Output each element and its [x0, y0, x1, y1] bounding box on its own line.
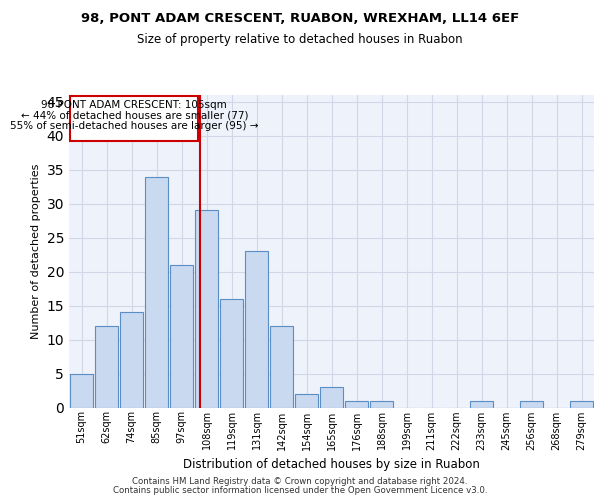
Bar [520, 400, 544, 407]
Y-axis label: Number of detached properties: Number of detached properties [31, 164, 41, 339]
Bar [269, 326, 293, 407]
Bar [194, 210, 218, 408]
Bar [145, 176, 169, 408]
Bar [170, 265, 193, 408]
Text: ← 44% of detached houses are smaller (77): ← 44% of detached houses are smaller (77… [20, 110, 248, 120]
Text: 98, PONT ADAM CRESCENT, RUABON, WREXHAM, LL14 6EF: 98, PONT ADAM CRESCENT, RUABON, WREXHAM,… [81, 12, 519, 26]
Bar [295, 394, 319, 407]
Bar [70, 374, 94, 408]
Text: Size of property relative to detached houses in Ruabon: Size of property relative to detached ho… [137, 32, 463, 46]
Text: Contains public sector information licensed under the Open Government Licence v3: Contains public sector information licen… [113, 486, 487, 495]
Text: 55% of semi-detached houses are larger (95) →: 55% of semi-detached houses are larger (… [10, 122, 259, 132]
Bar [95, 326, 118, 407]
Bar [245, 251, 268, 408]
Bar [569, 400, 593, 407]
Bar [119, 312, 143, 408]
Text: Contains HM Land Registry data © Crown copyright and database right 2024.: Contains HM Land Registry data © Crown c… [132, 477, 468, 486]
X-axis label: Distribution of detached houses by size in Ruabon: Distribution of detached houses by size … [183, 458, 480, 471]
Bar [370, 400, 394, 407]
FancyBboxPatch shape [70, 96, 199, 141]
Text: 98 PONT ADAM CRESCENT: 105sqm: 98 PONT ADAM CRESCENT: 105sqm [41, 100, 227, 110]
Bar [344, 400, 368, 407]
Bar [470, 400, 493, 407]
Bar [320, 387, 343, 407]
Bar [220, 299, 244, 408]
